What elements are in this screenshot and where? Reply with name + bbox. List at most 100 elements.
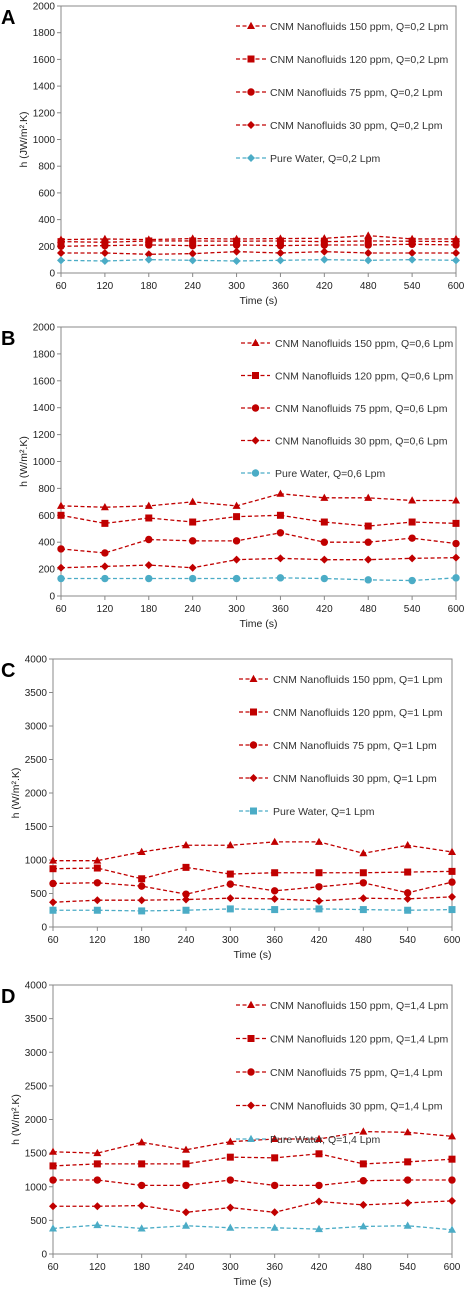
data-point	[49, 1176, 57, 1184]
y-axis-title: h (W/m².K)	[10, 1094, 22, 1145]
legend-marker	[250, 708, 257, 716]
data-point	[144, 561, 153, 570]
data-point	[137, 1201, 146, 1210]
panel-letter: D	[1, 986, 15, 1008]
data-point	[49, 1202, 57, 1211]
data-point	[452, 496, 460, 504]
data-point	[320, 518, 328, 526]
x-tick-label: 120	[89, 935, 106, 946]
data-point	[189, 237, 197, 245]
series-line	[60, 234, 456, 241]
legend-label: CNM Nanofluids 150 ppm, Q=0,6 Lpm	[275, 338, 454, 350]
series-line	[52, 881, 453, 895]
data-point	[144, 250, 153, 259]
data-point	[320, 241, 329, 249]
data-point	[182, 1221, 190, 1229]
x-tick-label: 360	[272, 604, 289, 615]
data-point	[270, 887, 279, 895]
data-point	[452, 539, 460, 548]
legend: CNM Nanofluids 150 ppm, Q=0,6 Lpm CNM Nan…	[241, 338, 454, 480]
legend-marker	[247, 88, 255, 96]
legend-label: Pure Water, Q=0,6 Lpm	[275, 468, 385, 480]
data-point	[93, 864, 101, 872]
data-point	[188, 241, 197, 250]
data-point	[320, 574, 329, 583]
y-tick-label: 500	[30, 889, 47, 900]
y-tick-label: 1600	[33, 55, 56, 66]
data-point	[137, 1224, 146, 1232]
data-point	[276, 574, 285, 582]
data-point	[315, 905, 323, 913]
data-point	[403, 894, 412, 903]
series-5	[57, 255, 460, 265]
y-tick-label: 600	[38, 188, 55, 199]
data-point	[49, 856, 57, 864]
x-tick-label: 180	[140, 281, 157, 292]
legend-label: CNM Nanofluids 30 ppm, Q=1 Lpm	[273, 773, 437, 785]
x-axis-title: Time (s)	[233, 1276, 271, 1288]
data-point	[93, 1220, 102, 1229]
x-axis-title: Time (s)	[239, 295, 277, 307]
data-point	[182, 1160, 190, 1168]
x-tick-label: 360	[266, 1262, 283, 1273]
data-point	[182, 890, 190, 898]
data-point	[57, 238, 65, 246]
y-tick-label: 400	[38, 215, 55, 226]
data-point	[320, 538, 329, 546]
data-point	[144, 255, 153, 264]
data-point	[359, 894, 368, 903]
data-point	[403, 889, 412, 897]
legend-label: CNM Nanofluids 120 ppm, Q=0,2 Lpm	[270, 54, 449, 66]
chart-panel-a: A 0 200 400 600 800 1000 1200 1400 1600 1800 2000 60…	[1, 2, 464, 308]
series-5	[49, 905, 456, 915]
series-4	[49, 892, 456, 907]
plot-frame	[52, 984, 453, 1255]
data-point	[359, 879, 368, 887]
data-point	[270, 1134, 279, 1143]
data-point	[404, 906, 412, 914]
data-point	[93, 896, 102, 905]
data-point	[359, 1160, 367, 1168]
legend-marker	[251, 469, 260, 477]
y-tick-label: 400	[38, 538, 55, 549]
y-tick-label: 0	[41, 1250, 47, 1261]
data-point	[232, 241, 241, 249]
series-3	[57, 529, 460, 557]
data-point	[145, 535, 153, 544]
data-point	[408, 496, 417, 504]
data-point	[315, 837, 323, 845]
data-point	[57, 545, 65, 553]
legend-label: Pure Water, Q=0,2 Lpm	[270, 153, 380, 165]
data-point	[57, 563, 65, 572]
data-point	[276, 256, 285, 265]
x-axis-title: Time (s)	[233, 949, 271, 961]
series-2	[57, 511, 460, 530]
data-point	[232, 501, 241, 509]
x-tick-label: 120	[97, 604, 114, 615]
data-point	[404, 1158, 412, 1166]
legend-marker	[251, 404, 260, 412]
data-point	[226, 894, 235, 903]
x-axis-title: Time (s)	[239, 618, 277, 630]
y-tick-label: 2000	[25, 789, 48, 800]
series-line	[60, 243, 457, 247]
data-point	[364, 231, 373, 239]
data-point	[144, 501, 153, 509]
data-point	[315, 896, 323, 905]
y-tick-label: 3000	[25, 722, 48, 733]
series-line	[60, 240, 457, 243]
legend-marker	[247, 121, 255, 129]
data-point	[226, 1176, 235, 1184]
data-point	[57, 574, 65, 583]
series-4	[57, 553, 460, 572]
plot-frame	[52, 658, 453, 928]
series-line	[52, 1153, 453, 1167]
y-tick-label: 3500	[25, 1014, 48, 1025]
x-tick-label: 600	[444, 935, 461, 946]
y-tick-label: 3000	[25, 1048, 48, 1059]
legend-label: CNM Nanofluids 150 ppm, Q=1,4 Lpm	[270, 1000, 449, 1012]
data-point	[226, 1153, 234, 1161]
x-tick-label: 180	[133, 1262, 150, 1273]
y-tick-label: 1500	[25, 1149, 48, 1160]
